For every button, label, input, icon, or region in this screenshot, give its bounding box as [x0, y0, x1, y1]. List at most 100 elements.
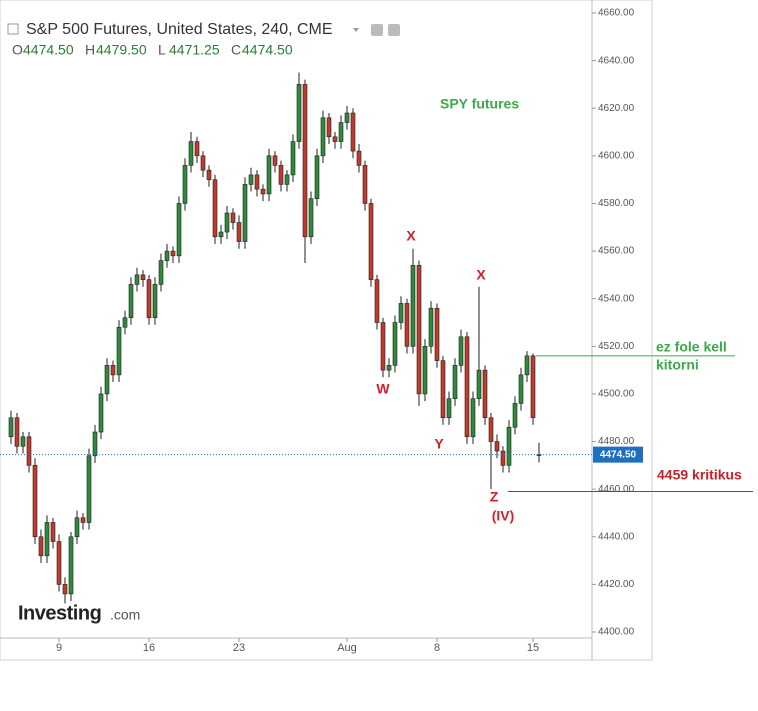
legend-value: 4474.50 [23, 42, 74, 58]
legend-key: C [231, 42, 241, 58]
candle-body [194, 141, 200, 157]
candle-body [488, 417, 494, 442]
annotation: kitorni [656, 357, 699, 373]
legend-key: O [12, 42, 23, 58]
candle-body [470, 398, 476, 438]
candle-body [56, 541, 62, 585]
settings-icon[interactable] [371, 24, 383, 36]
candle-body [32, 465, 38, 538]
candle-body [44, 522, 50, 557]
x-tick-label: Aug [337, 642, 357, 654]
candle-body [476, 369, 482, 399]
candle-body [236, 222, 242, 242]
candle-body [368, 203, 374, 280]
candle-body [518, 374, 524, 404]
candle-body [98, 393, 104, 433]
x-tick-label: 8 [434, 642, 440, 654]
annotation: X [476, 267, 486, 283]
candle-body [506, 426, 512, 466]
y-tick-label: 4500.00 [598, 389, 635, 400]
candle-body [110, 365, 116, 376]
legend-value: 4471.25 [169, 42, 220, 58]
candle-body [140, 274, 146, 280]
checkbox[interactable] [7, 23, 19, 35]
close-icon[interactable] [388, 24, 400, 36]
y-tick-label: 4540.00 [598, 293, 635, 304]
candle-body [188, 141, 194, 166]
candle-body [68, 536, 74, 595]
legend-value: 4479.50 [96, 42, 147, 58]
candle-body [146, 279, 152, 319]
candle-body [314, 155, 320, 200]
candle-body [74, 517, 80, 538]
candle-body [524, 355, 530, 376]
y-tick-label: 4660.00 [598, 8, 635, 19]
logo-text: Investing [18, 602, 101, 624]
candle-body [128, 284, 134, 319]
x-tick-label: 23 [233, 642, 245, 654]
legend-key: L [158, 42, 166, 58]
candle-body [362, 165, 368, 204]
candle-body [416, 265, 422, 395]
candle-body [86, 455, 92, 523]
candle-body [422, 346, 428, 395]
candle-body [122, 317, 128, 328]
candle-body [458, 336, 464, 366]
logo: Investing .com [18, 602, 140, 624]
candle-body [302, 84, 308, 238]
candle-body [62, 584, 68, 595]
y-tick-label: 4460.00 [598, 484, 635, 495]
logo-suffix: .com [110, 607, 140, 623]
candle-body [338, 122, 344, 142]
candle-body [176, 203, 182, 257]
candle-body [230, 212, 236, 223]
candle-body [284, 174, 290, 185]
candle-body [374, 279, 380, 323]
candle-body [242, 184, 248, 242]
candle-body [530, 355, 536, 419]
candle-body [320, 117, 326, 157]
candle-body [398, 303, 404, 323]
x-tick-label: 15 [527, 642, 539, 654]
candle-body [380, 322, 386, 371]
candle-body [8, 417, 14, 438]
candle-body [500, 450, 506, 466]
candle-body [152, 284, 158, 319]
candle-body [38, 536, 44, 557]
candle-body [206, 169, 212, 180]
candle-body [494, 441, 500, 452]
dropdown-arrow[interactable] [353, 28, 359, 32]
last-price-label: 4474.50 [600, 449, 637, 460]
y-tick-label: 4600.00 [598, 150, 635, 161]
candle-body [26, 436, 32, 466]
annotation: (IV) [492, 508, 515, 524]
y-tick-label: 4420.00 [598, 579, 635, 590]
candle-body [260, 188, 266, 195]
candle-body [404, 303, 410, 347]
candle-body [386, 365, 392, 371]
candle-body [452, 365, 458, 399]
legend-value: 4474.50 [242, 42, 293, 58]
candle-body [218, 231, 224, 238]
candle-body [92, 431, 98, 457]
annotation: Y [434, 436, 444, 452]
candle-body [170, 250, 176, 257]
annotation: SPY futures [440, 96, 519, 112]
candle-body [434, 307, 440, 361]
candle-body [80, 517, 86, 523]
candle-body [272, 155, 278, 166]
legend-key: H [85, 42, 95, 58]
x-tick-label: 9 [56, 642, 62, 654]
candle-body [482, 369, 488, 419]
annotation: X [406, 228, 416, 244]
y-tick-label: 4520.00 [598, 341, 635, 352]
annotation: ez fole kell [656, 339, 727, 355]
x-tick-label: 16 [143, 642, 155, 654]
y-tick-label: 4480.00 [598, 436, 635, 447]
candle-body [356, 150, 362, 166]
last-price-tag [593, 446, 643, 463]
y-tick-label: 4620.00 [598, 103, 635, 114]
candle-body [158, 260, 164, 285]
y-tick-label: 4640.00 [598, 55, 635, 66]
candle-body [164, 250, 170, 261]
